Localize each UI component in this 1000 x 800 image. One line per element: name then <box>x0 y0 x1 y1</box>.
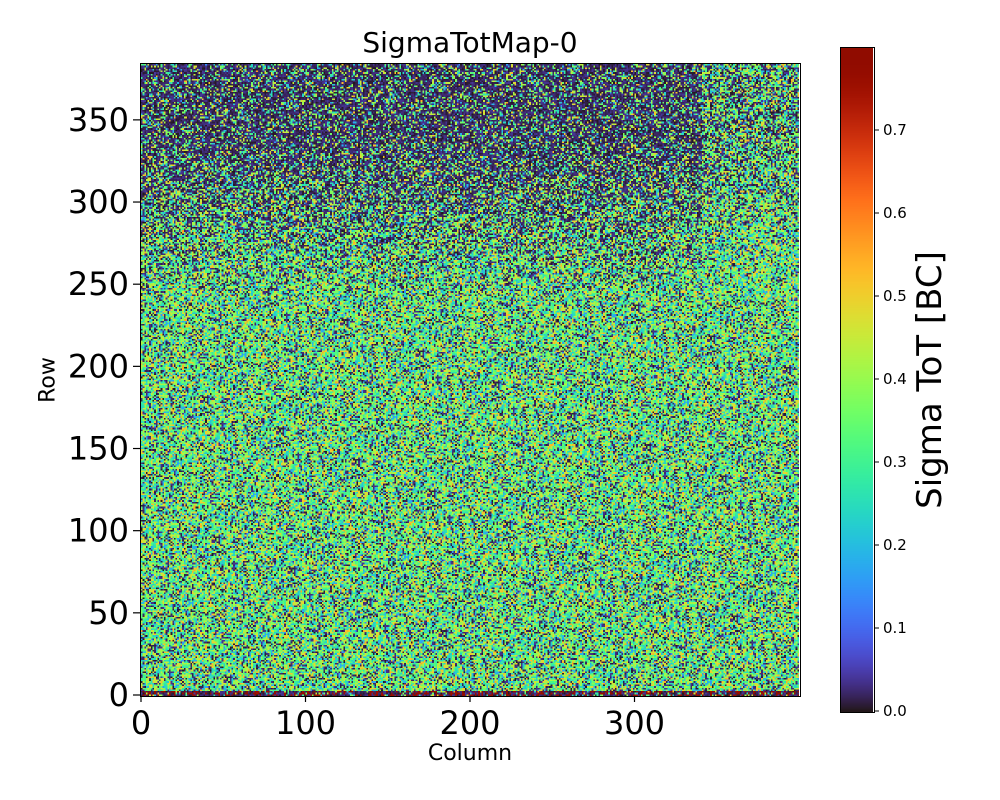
colorbar-tick-label: 0.3 <box>883 453 907 471</box>
y-tick-label: 150 <box>68 430 129 468</box>
colorbar-tick-label: 0.1 <box>883 619 907 637</box>
y-tick-label: 200 <box>68 347 129 385</box>
colorbar-label: Sigma ToT [BC] <box>910 251 950 509</box>
colorbar-tick-label: 0.6 <box>883 204 907 222</box>
y-tick-label: 300 <box>68 183 129 221</box>
colorbar-tick-label: 0.5 <box>883 287 907 305</box>
y-tick-label: 100 <box>68 512 129 550</box>
colorbar-tick-label: 0.2 <box>883 536 907 554</box>
colorbar-tick-label: 0.4 <box>883 370 907 388</box>
y-tick-label: 50 <box>88 594 129 632</box>
y-tick-label: 350 <box>68 101 129 139</box>
y-axis-label: Row <box>35 357 61 403</box>
x-tick-label: 0 <box>131 704 151 742</box>
x-tick-label: 200 <box>439 704 500 742</box>
chart-title: SigmaTotMap-0 <box>362 26 578 59</box>
x-tick-label: 100 <box>275 704 336 742</box>
heatmap-image <box>141 64 799 696</box>
x-tick-label: 300 <box>604 704 665 742</box>
y-tick-label: 0 <box>109 676 129 714</box>
colorbar-gradient <box>841 48 873 712</box>
colorbar-tick-label: 0.7 <box>883 121 907 139</box>
y-tick-label: 250 <box>68 265 129 303</box>
x-axis-label: Column <box>427 741 513 766</box>
colorbar-tick-label: 0.0 <box>883 702 907 720</box>
